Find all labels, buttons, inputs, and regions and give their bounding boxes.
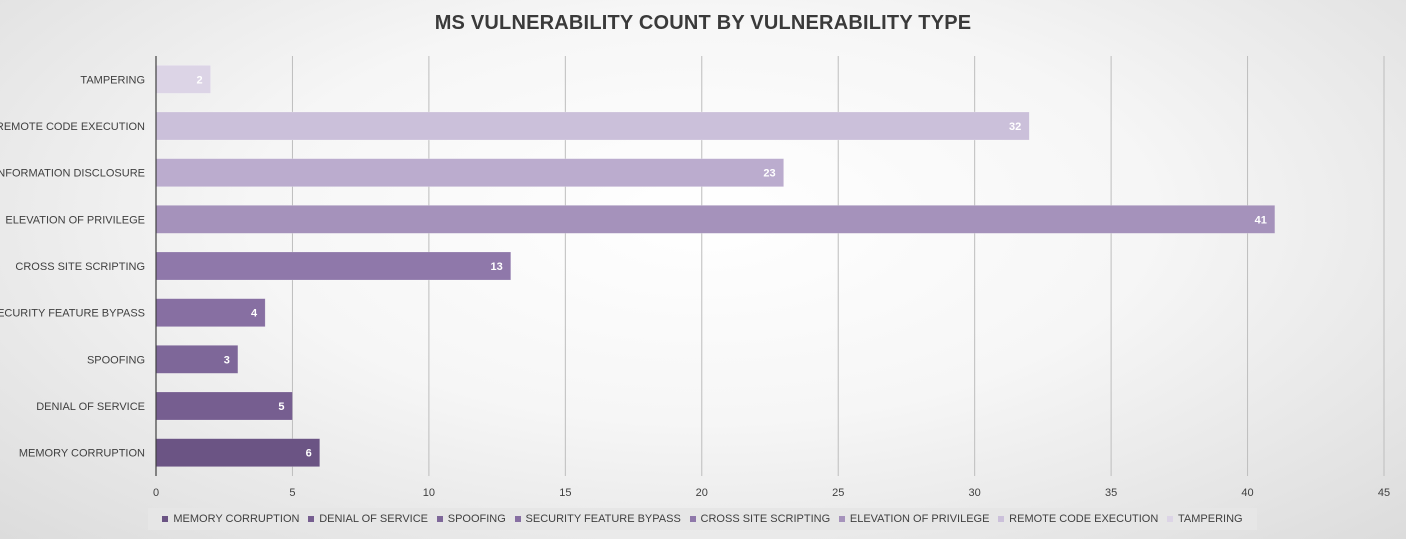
legend-label: SPOOFING [447,513,506,525]
x-tick-label: 10 [423,487,435,499]
legend-swatch [162,516,169,522]
x-tick-label: 25 [832,487,844,499]
legend-swatch [689,516,696,522]
data-label: 6 [306,448,312,460]
data-label: 2 [196,74,202,86]
bar [155,158,784,187]
category-label: SECURITY FEATURE BYPASS [0,308,145,320]
data-label: 41 [1255,214,1267,226]
category-label: MEMORY CORRUPTION [19,448,145,460]
x-tick-label: 20 [696,487,708,499]
x-tick-label: 45 [1378,487,1390,499]
bar [155,111,1030,141]
legend-label: TAMPERING [1178,513,1243,525]
x-tick-label: 40 [1241,487,1253,499]
data-label: 5 [278,401,284,413]
legend-item: DENIAL OF SERVICE [308,513,428,525]
legend-item: SPOOFING [436,513,506,525]
chart-legend: MEMORY CORRUPTION DENIAL OF SERVICE SPOOFI… [148,508,1257,530]
bar [155,391,293,421]
bar [155,251,512,281]
legend-swatch [308,516,315,522]
category-label: REMOTE CODE EXECUTION [0,121,145,133]
legend-label: DENIAL OF SERVICE [319,513,429,525]
category-label: DENIAL OF SERVICE [36,401,145,413]
legend-item: SECURITY FEATURE BYPASS [514,513,681,525]
x-tick-label: 30 [969,487,981,499]
category-label: INFORMATION DISCLOSURE [0,168,145,180]
x-tick-label: 35 [1105,487,1117,499]
legend-swatch [514,516,521,522]
legend-label: SECURITY FEATURE BYPASS [525,513,681,525]
legend-label: CROSS SITE SCRIPTING [700,513,831,525]
data-label: 32 [1009,121,1021,133]
category-label: CROSS SITE SCRIPTING [15,261,145,273]
legend-item: MEMORY CORRUPTION [162,513,299,525]
legend-label: REMOTE CODE EXECUTION [1009,513,1159,525]
category-label: SPOOFING [87,354,145,366]
data-label: 13 [491,261,503,273]
x-tick-label: 0 [153,487,159,499]
data-label: 23 [763,168,775,180]
bar [155,205,1276,234]
legend-swatch [436,516,443,522]
data-label: 3 [224,354,230,366]
x-tick-label: 15 [559,487,571,499]
chart-title: MS VULNERABILITY COUNT BY VULNERABILITY … [434,12,972,34]
data-label: 4 [251,308,258,320]
legend-swatch [1167,516,1174,522]
legend-item: ELEVATION OF PRIVILEGE [838,513,990,525]
legend-item: TAMPERING [1167,513,1243,525]
bar [155,438,320,467]
x-tick-label: 5 [289,487,295,499]
legend-label: ELEVATION OF PRIVILEGE [849,513,990,525]
legend-label: MEMORY CORRUPTION [173,513,300,525]
legend-item: CROSS SITE SCRIPTING [689,513,831,525]
category-label: TAMPERING [80,74,145,86]
legend-swatch [998,516,1005,522]
legend-item: REMOTE CODE EXECUTION [998,513,1158,525]
legend-swatch [838,516,845,522]
bar [155,298,266,327]
category-label: ELEVATION OF PRIVILEGE [5,214,145,226]
